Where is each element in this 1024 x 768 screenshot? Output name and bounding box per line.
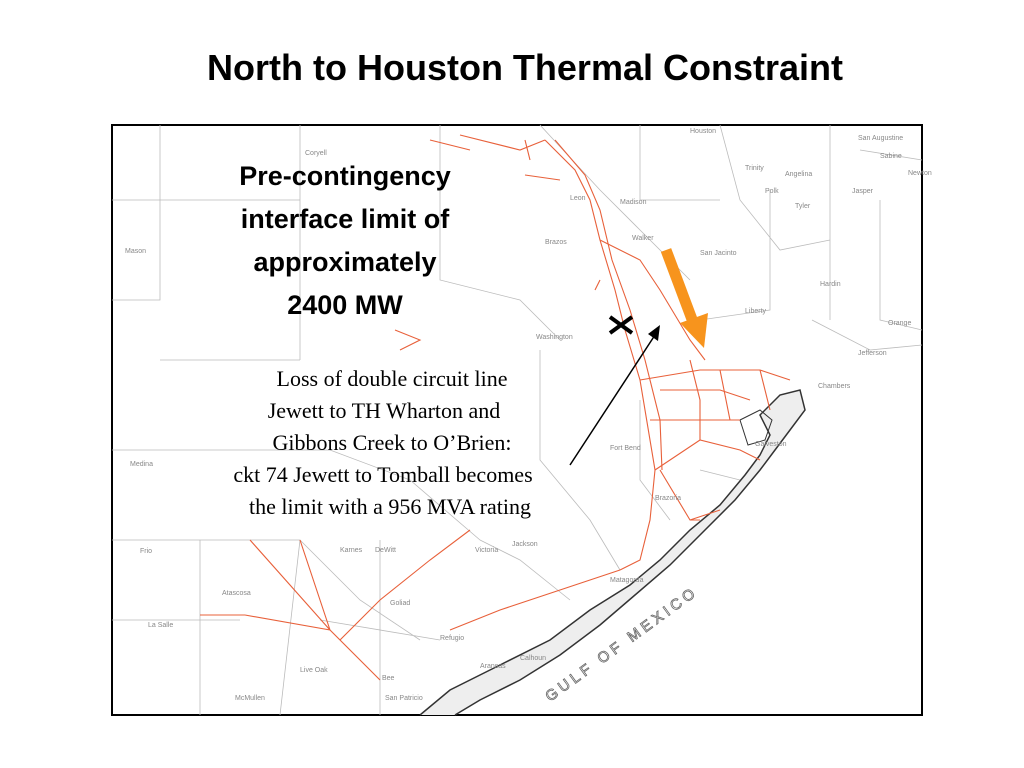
county-label: Live Oak (300, 667, 328, 674)
county-label: Galveston (755, 441, 787, 448)
county-label: Calhoun (520, 655, 546, 662)
contingency-line: the limit with a 956 MVA rating (249, 494, 531, 519)
county-label: Walker (632, 235, 654, 242)
contingency-line: ckt 74 Jewett to Tomball becomes (233, 462, 532, 487)
outage-x (608, 315, 634, 335)
county-label: DeWitt (375, 547, 396, 554)
county-label: Liberty (745, 308, 767, 315)
limit-callout: Pre-contingency interface limit of approxi… (239, 161, 451, 320)
county-label: Frio (140, 548, 152, 555)
county-label: Angelina (785, 171, 812, 178)
county-label: Victoria (475, 547, 498, 554)
county-label: Aransas (480, 663, 506, 670)
county-label: Madison (620, 199, 647, 206)
transmission-lines (200, 134, 791, 681)
pointer-arrow (569, 334, 656, 466)
county-label: San Patricio (385, 695, 423, 702)
county-label: Jefferson (858, 350, 887, 357)
county-label: Brazoria (655, 495, 681, 502)
county-label: Refugio (440, 635, 464, 642)
flow-arrow (660, 248, 699, 324)
county-label: La Salle (148, 622, 173, 629)
county-label: Fort Bend (610, 445, 641, 452)
county-label: Orange (888, 320, 911, 327)
county-label: Goliad (390, 600, 410, 607)
county-label: San Jacinto (700, 250, 737, 257)
county-label: Karnes (340, 547, 363, 554)
county-label: Houston (690, 128, 716, 135)
county-label: Chambers (818, 383, 851, 390)
county-label: McMullen (235, 695, 265, 702)
county-label: Newton (908, 170, 932, 177)
county-label: Jasper (852, 188, 874, 195)
county-boundaries (112, 124, 923, 716)
county-label: San Augustine (858, 135, 903, 142)
limit-line: approximately (253, 247, 436, 277)
contingency-line: Gibbons Creek to O’Brien: (273, 430, 512, 455)
county-label: Brazos (545, 239, 567, 246)
county-label: Matagorda (610, 577, 644, 584)
contingency-line: Jewett to TH Wharton and (268, 398, 501, 423)
galveston-bay (739, 409, 773, 446)
county-label: Bee (382, 675, 395, 682)
county-label: Atascosa (222, 590, 251, 597)
map-frame (111, 124, 923, 716)
title: North to Houston Thermal Constraint (207, 47, 843, 88)
county-label: Trinity (745, 165, 764, 172)
coastline (419, 389, 806, 716)
county-label: Sabine (880, 153, 902, 160)
map-labels: Coryell Mason Houston Trinity Angelina San Au… (125, 128, 932, 702)
county-label: Medina (130, 461, 153, 468)
limit-line: Pre-contingency (239, 161, 451, 191)
county-label: Coryell (305, 150, 327, 157)
contingency-line: Loss of double circuit line (277, 366, 508, 391)
county-label: Mason (125, 248, 146, 255)
county-label: Washington (536, 334, 573, 341)
county-label: Leon (570, 195, 586, 202)
county-label: Jackson (512, 541, 538, 548)
county-label: Tyler (795, 203, 811, 210)
limit-line: interface limit of (241, 204, 451, 234)
county-label: Polk (765, 188, 779, 195)
contingency-callout: Loss of double circuit line Jewett to TH … (233, 366, 532, 519)
limit-line: 2400 MW (287, 290, 403, 320)
county-label: Hardin (820, 281, 841, 288)
pointer-arrowhead (648, 325, 660, 341)
flow-arrowhead (680, 313, 708, 348)
